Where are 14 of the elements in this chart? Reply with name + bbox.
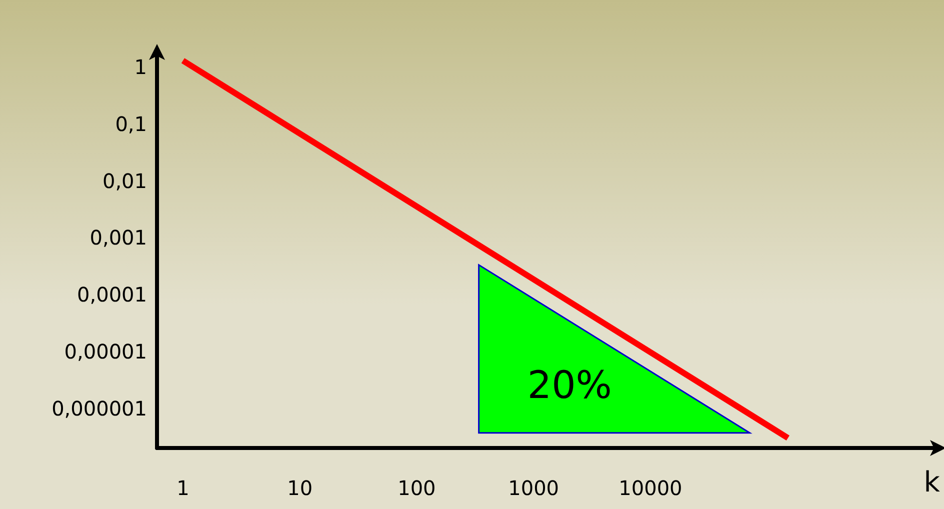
- annotation: 20%: [527, 362, 612, 407]
- y-tick-label: 0,00001: [64, 339, 147, 364]
- y-tick-label: 0,01: [102, 168, 147, 193]
- x-tick-label: 10: [287, 476, 313, 500]
- y-tick-label: 0,001: [90, 226, 147, 250]
- y-tick-label: 0,0001: [77, 282, 147, 307]
- y-tick-label: 0,1: [115, 112, 147, 136]
- x-tick-label: 1000: [508, 476, 560, 500]
- x-tick-label: 1: [176, 476, 190, 500]
- y-tick-label: 0,000001: [52, 396, 147, 420]
- y-tick-label: 1: [134, 55, 147, 80]
- x-tick-label: 100: [398, 476, 436, 500]
- x-axis-title: k: [924, 466, 941, 498]
- x-tick-label: 10000: [618, 476, 682, 500]
